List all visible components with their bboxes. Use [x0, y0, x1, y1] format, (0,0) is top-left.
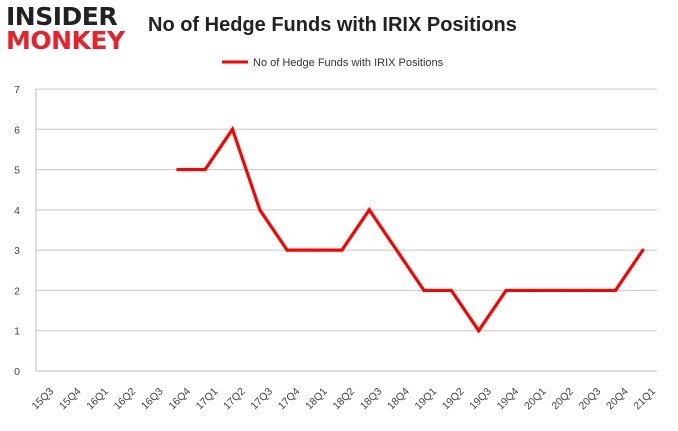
y-tick-label: 2: [14, 285, 20, 297]
y-tick-labels: 0 1 2 3 4 5 6 7: [14, 84, 20, 378]
logo-text-bottom: MONKEY: [6, 26, 125, 55]
data-point: [203, 167, 207, 172]
series: [176, 125, 645, 334]
y-tick-label: 0: [14, 366, 20, 378]
x-tick-label: 17Q4: [276, 385, 303, 412]
x-tick-label: 20Q4: [604, 385, 631, 412]
x-tick-label: 15Q4: [57, 385, 84, 412]
data-point: [367, 208, 371, 212]
data-point: [395, 248, 399, 252]
data-point: [641, 248, 645, 252]
x-tick-label: 18Q2: [330, 385, 357, 412]
y-tick-label: 5: [14, 165, 20, 177]
data-point: [531, 288, 536, 293]
data-point: [422, 288, 426, 293]
x-tick-label: 17Q1: [194, 385, 221, 412]
data-point: [504, 288, 508, 293]
data-point: [230, 127, 235, 131]
x-tick-label: 19Q3: [467, 385, 494, 412]
x-tick-label: 18Q3: [358, 385, 385, 412]
data-point: [312, 248, 317, 252]
data-point: [586, 288, 590, 293]
axes: [35, 89, 657, 372]
x-tick-label: 17Q2: [221, 385, 248, 412]
x-tick-label: 19Q1: [413, 385, 440, 412]
x-tick-label: 20Q2: [549, 385, 576, 412]
y-tick-label: 7: [14, 84, 20, 96]
x-tick-label: 17Q3: [248, 385, 275, 412]
data-point: [613, 288, 618, 293]
data-point: [559, 288, 563, 293]
data-point: [477, 329, 481, 333]
x-tick-label: 20Q1: [522, 385, 549, 412]
data-point: [176, 167, 180, 172]
legend-label: No of Hedge Funds with IRIX Positions: [253, 57, 444, 69]
x-tick-label: 18Q4: [385, 385, 412, 412]
data-point: [340, 248, 344, 252]
chart-title: No of Hedge Funds with IRIX Positions: [148, 14, 517, 36]
x-tick-label: 21Q1: [631, 385, 658, 412]
y-tick-label: 6: [14, 124, 20, 136]
y-tick-label: 1: [14, 326, 20, 338]
legend: No of Hedge Funds with IRIX Positions: [222, 57, 444, 69]
x-tick-label: 19Q4: [495, 385, 522, 412]
series-line-0: [177, 125, 645, 334]
data-point: [258, 208, 262, 212]
x-tick-labels: 15Q3 15Q4 16Q1 16Q2 16Q3 16Q4 17Q1 17Q2 17Q3 17Q4…: [30, 385, 659, 412]
x-tick-label: 16Q2: [112, 385, 139, 412]
x-tick-label: 16Q3: [139, 385, 166, 412]
x-tick-label: 18Q1: [303, 385, 330, 412]
logo-text-top: INSIDER: [6, 2, 118, 31]
x-tick-label: 20Q3: [577, 385, 604, 412]
x-tick-label: 16Q4: [166, 385, 193, 412]
x-tick-label: 19Q2: [440, 385, 467, 412]
data-point: [285, 248, 289, 252]
insider-monkey-logo: INSIDER MONKEY: [6, 4, 130, 53]
x-tick-label: 16Q1: [84, 385, 111, 412]
x-tick-label: 15Q3: [30, 385, 57, 412]
y-tick-label: 4: [14, 205, 20, 217]
y-tick-label: 3: [14, 245, 20, 257]
data-point: [449, 288, 453, 293]
grid: [36, 88, 657, 332]
